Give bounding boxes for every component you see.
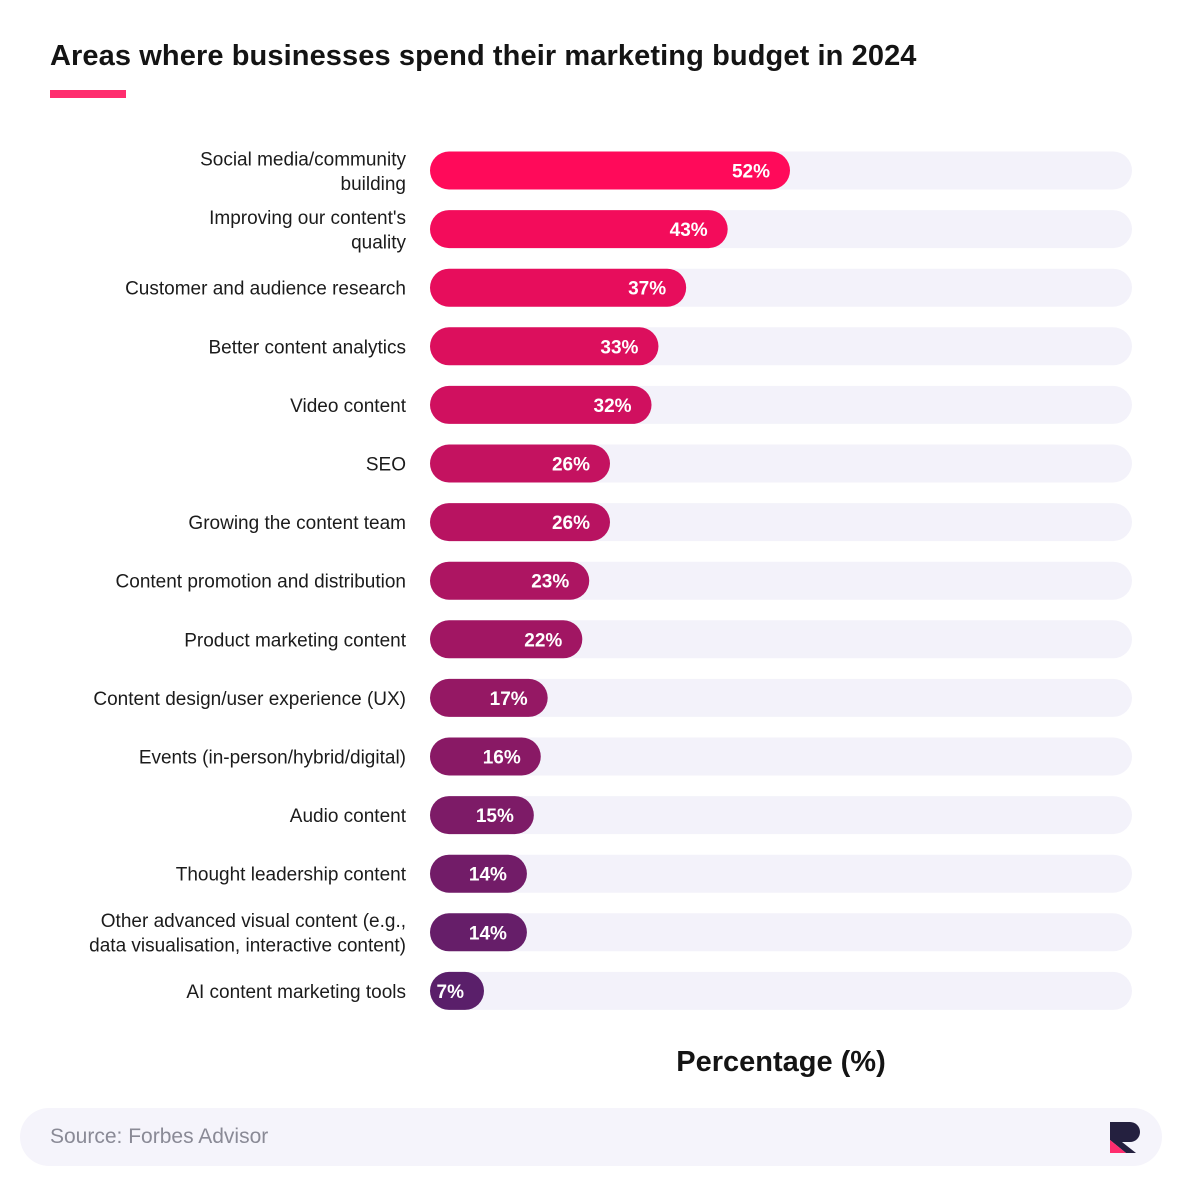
bar-track	[430, 971, 1132, 1010]
bar-value-label: 15%	[476, 806, 514, 827]
bar-value-label: 26%	[552, 513, 590, 534]
bar	[430, 796, 534, 835]
category-label: Social media/community	[200, 149, 406, 170]
bar-row: 26% SEO	[366, 444, 1132, 483]
bar-value-label: 22%	[524, 630, 562, 651]
bar-track	[430, 561, 1132, 600]
bar-value-label: 14%	[469, 923, 507, 944]
category-label: quality	[351, 232, 406, 253]
category-label: Growing the content team	[188, 513, 406, 534]
source-text: Source: Forbes Advisor	[50, 1125, 269, 1148]
bar-value-label: 17%	[490, 689, 528, 710]
footer-bar: Source: Forbes Advisor	[20, 1108, 1162, 1166]
bar-track	[430, 854, 1132, 893]
bar-value-label: 16%	[483, 748, 521, 769]
bar-track	[430, 796, 1132, 835]
bar-value-label: 52%	[732, 162, 770, 183]
bar	[430, 385, 652, 424]
bar	[430, 503, 610, 542]
bar-row: 33% Better content analytics	[209, 327, 1132, 366]
bar	[430, 561, 590, 600]
bar-value-label: 43%	[670, 220, 708, 241]
category-label: building	[341, 174, 407, 195]
bar-value-label: 23%	[531, 572, 569, 593]
bar-row: 14% Other advanced visual content (e.g., d…	[89, 911, 1132, 957]
bar-row: 32% Video content	[290, 385, 1132, 424]
bar-row: 23% Content promotion and distribution	[116, 561, 1132, 600]
bar-row: 26% Growing the content team	[188, 503, 1132, 542]
category-label: Events (in-person/hybrid/digital)	[139, 748, 406, 769]
bar	[430, 737, 541, 776]
bar	[430, 268, 687, 307]
bar	[430, 210, 728, 249]
bar-track	[430, 737, 1132, 776]
bar-row: 37% Customer and audience research	[125, 268, 1132, 307]
bar-row: 7% AI content marketing tools	[186, 971, 1132, 1010]
bar-row: 52% Social media/community building	[200, 149, 1132, 195]
bar-track	[430, 620, 1132, 659]
category-label: Better content analytics	[209, 337, 407, 358]
bar-track	[430, 678, 1132, 717]
bar	[430, 913, 527, 952]
bar-value-label: 14%	[469, 865, 507, 886]
category-label: Other advanced visual content (e.g.,	[101, 911, 406, 932]
bar-value-label: 32%	[594, 396, 632, 417]
category-label: data visualisation, interactive content)	[89, 936, 406, 957]
bar	[430, 151, 790, 190]
chart-title: Areas where businesses spend their marke…	[50, 40, 917, 72]
category-label: Content design/user experience (UX)	[93, 689, 406, 710]
bar	[430, 327, 659, 366]
category-label: Thought leadership content	[176, 865, 407, 886]
brand-logo-icon	[1110, 1122, 1140, 1153]
bar-row: 16% Events (in-person/hybrid/digital)	[139, 737, 1132, 776]
bar	[430, 620, 583, 659]
category-label: AI content marketing tools	[186, 982, 406, 1003]
bar-value-label: 26%	[552, 455, 590, 476]
bar	[430, 971, 484, 1010]
bar	[430, 678, 548, 717]
bar-value-label: 7%	[437, 982, 465, 1003]
bar	[430, 854, 527, 893]
bar-row: 43% Improving our content's quality	[209, 208, 1132, 253]
bar-track	[430, 913, 1132, 952]
bar	[430, 444, 610, 483]
category-label: SEO	[366, 455, 406, 476]
bar-value-label: 37%	[628, 279, 666, 300]
category-label: Customer and audience research	[125, 279, 406, 300]
bar-row: 17% Content design/user experience (UX)	[93, 678, 1132, 717]
category-label: Content promotion and distribution	[116, 572, 406, 593]
category-label: Product marketing content	[184, 630, 407, 651]
category-label: Audio content	[290, 806, 407, 827]
x-axis-title: Percentage (%)	[676, 1046, 886, 1078]
bar-row: 15% Audio content	[290, 796, 1132, 835]
category-label: Improving our content's	[209, 208, 406, 229]
bar-row: 22% Product marketing content	[184, 620, 1132, 659]
bar-row: 14% Thought leadership content	[176, 854, 1132, 893]
bar-chart: 52% Social media/community building 43% Impr…	[89, 149, 1132, 1010]
title-accent-bar	[50, 90, 126, 98]
bar-value-label: 33%	[600, 337, 638, 358]
category-label: Video content	[290, 396, 407, 417]
